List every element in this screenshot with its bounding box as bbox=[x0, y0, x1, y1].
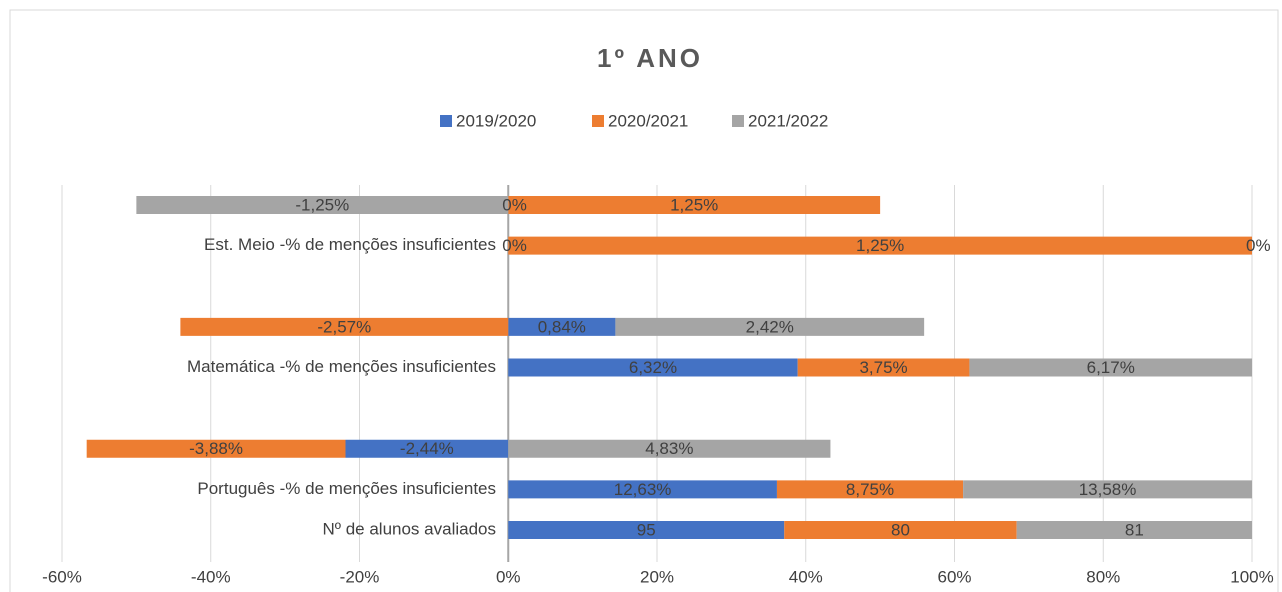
bar bbox=[508, 358, 798, 377]
data-label: 8,75% bbox=[846, 480, 894, 499]
data-label: 12,63% bbox=[614, 480, 672, 499]
data-label: 6,32% bbox=[629, 358, 677, 377]
category-label: Matemática -% de menções insuficientes bbox=[187, 357, 496, 376]
data-label: 3,75% bbox=[859, 358, 907, 377]
category-label: Nº de alunos avaliados bbox=[323, 519, 497, 538]
bar bbox=[508, 317, 616, 336]
data-label: 0% bbox=[502, 236, 527, 255]
bar bbox=[508, 236, 1252, 255]
x-tick-label: -60% bbox=[42, 567, 82, 586]
bar bbox=[1016, 521, 1252, 539]
bar bbox=[776, 480, 964, 499]
x-tick-label: 80% bbox=[1086, 567, 1120, 586]
data-label: 0,84% bbox=[538, 317, 586, 336]
bar bbox=[963, 480, 1252, 499]
data-label: 2,42% bbox=[746, 317, 794, 336]
data-label: -3,88% bbox=[189, 439, 243, 458]
x-tick-label: 40% bbox=[789, 567, 823, 586]
category-label: Português -% de menções insuficientes bbox=[197, 479, 496, 498]
bar bbox=[180, 317, 509, 336]
x-tick-label: 100% bbox=[1230, 567, 1273, 586]
bar bbox=[508, 196, 881, 214]
x-tick-label: 60% bbox=[937, 567, 971, 586]
bar bbox=[508, 439, 831, 458]
data-label: 0% bbox=[502, 195, 527, 214]
data-label: 1,25% bbox=[856, 236, 904, 255]
x-tick-label: -20% bbox=[340, 567, 380, 586]
bar bbox=[615, 317, 925, 336]
bar bbox=[784, 521, 1017, 539]
data-label: -2,57% bbox=[317, 317, 371, 336]
data-label: 1,25% bbox=[670, 195, 718, 214]
legend-swatch bbox=[732, 115, 744, 127]
legend-swatch bbox=[592, 115, 604, 127]
x-tick-label: 0% bbox=[496, 567, 521, 586]
category-label: Est. Meio -% de menções insuficientes bbox=[204, 235, 496, 254]
bar bbox=[508, 521, 785, 539]
legend-label: 2020/2021 bbox=[608, 111, 688, 130]
data-label: 80 bbox=[891, 520, 910, 539]
bar bbox=[508, 480, 777, 499]
data-label: 6,17% bbox=[1087, 358, 1135, 377]
bar bbox=[797, 358, 970, 377]
legend-label: 2019/2020 bbox=[456, 111, 536, 130]
bar bbox=[969, 358, 1252, 377]
x-tick-label: -40% bbox=[191, 567, 231, 586]
bar bbox=[136, 196, 509, 214]
data-label: 95 bbox=[637, 520, 656, 539]
x-tick-label: 20% bbox=[640, 567, 674, 586]
data-label: 13,58% bbox=[1079, 480, 1137, 499]
chart-title: 1º ANO bbox=[597, 43, 703, 73]
bar bbox=[345, 439, 509, 458]
chart-border bbox=[9, 9, 1279, 592]
legend-swatch bbox=[440, 115, 452, 127]
data-label: -1,25% bbox=[295, 195, 349, 214]
legend-label: 2021/2022 bbox=[748, 111, 828, 130]
bar bbox=[86, 439, 346, 458]
data-label: 4,83% bbox=[645, 439, 693, 458]
data-label: 0% bbox=[1246, 236, 1271, 255]
data-label: -2,44% bbox=[400, 439, 454, 458]
data-label: 81 bbox=[1125, 520, 1144, 539]
